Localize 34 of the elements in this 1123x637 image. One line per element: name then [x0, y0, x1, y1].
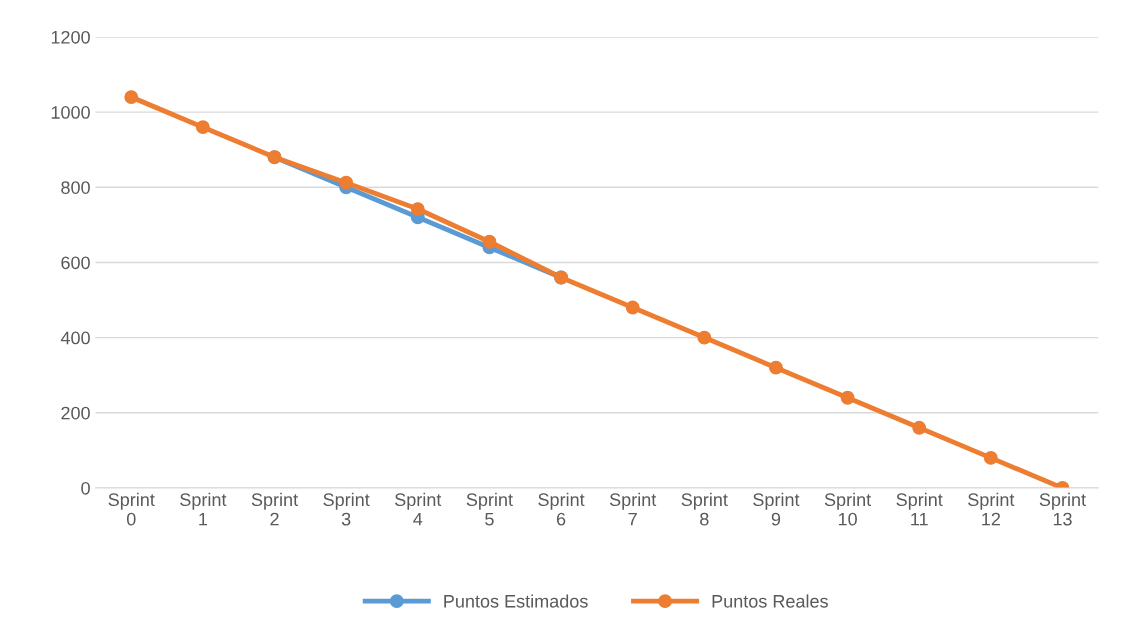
y-tick-label: 1200 — [51, 30, 90, 44]
y-tick-label: 1000 — [51, 106, 90, 119]
y-tick-label: 0 — [81, 481, 90, 495]
point — [769, 360, 783, 375]
y-tick-label: 400 — [60, 331, 90, 345]
legend-label: Puntos Estimados — [444, 594, 588, 608]
point — [124, 90, 139, 105]
x-tick-label: Sprint 1 — [180, 492, 227, 526]
point — [912, 420, 927, 435]
y-tick-label: 600 — [61, 256, 90, 270]
x-tick-label: Sprint 9 — [753, 492, 800, 526]
point — [339, 175, 354, 190]
x-tick-label: Sprint 2 — [251, 492, 298, 526]
y-tick-label: 800 — [61, 181, 90, 194]
y-tick-label: 200 — [61, 406, 90, 420]
x-tick-label: Sprint 10 — [824, 492, 872, 526]
x-tick-label: Sprint 7 — [609, 492, 657, 526]
point — [410, 202, 425, 217]
x-tick-label: Sprint 12 — [968, 492, 1015, 526]
x-tick-label: Sprint 8 — [681, 492, 728, 526]
legend-label: Puntos Reales — [712, 594, 828, 608]
x-tick-label: Sprint 13 — [1039, 492, 1086, 526]
point — [697, 330, 712, 345]
x-tick-label: Sprint 3 — [323, 492, 370, 526]
point — [625, 300, 640, 315]
x-tick-label: Sprint 4 — [395, 492, 442, 526]
point — [482, 234, 497, 249]
x-tick-label: Sprint 6 — [538, 492, 585, 526]
point — [195, 120, 210, 135]
point — [840, 390, 855, 405]
point — [983, 450, 998, 465]
x-tick-label: Sprint 0 — [108, 492, 155, 526]
x-tick-label: Sprint 5 — [466, 492, 513, 526]
x-tick-label: Sprint 11 — [896, 492, 943, 526]
